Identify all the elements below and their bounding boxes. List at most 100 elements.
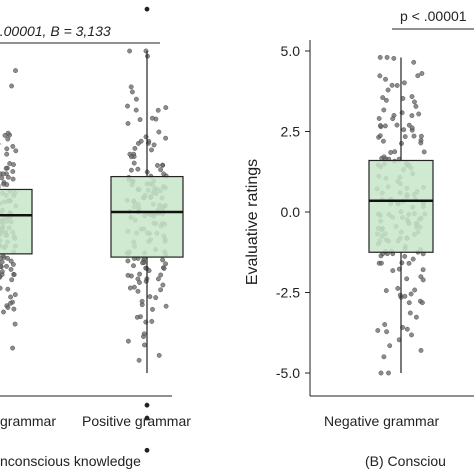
jitter-point xyxy=(125,272,131,278)
box xyxy=(0,188,33,255)
jitter-point xyxy=(4,146,10,152)
jitter-point xyxy=(410,256,416,262)
jitter-point xyxy=(139,298,145,304)
box xyxy=(110,175,184,258)
jitter-point xyxy=(383,288,389,293)
jitter-point xyxy=(382,322,388,327)
jitter-point xyxy=(160,162,166,168)
panel-b-ytick-label: -5.0 xyxy=(276,365,300,381)
panel-a-xtick-label: grammar xyxy=(0,413,56,429)
jitter-point xyxy=(131,160,137,166)
jitter-point xyxy=(155,276,161,282)
jitter-point xyxy=(419,71,425,76)
jitter-point xyxy=(0,171,6,177)
jitter-point xyxy=(412,99,417,105)
jitter-point xyxy=(0,259,5,265)
jitter-point xyxy=(12,321,18,327)
jitter-point xyxy=(151,142,157,148)
panel-b-ytick-label: -2.5 xyxy=(276,285,300,301)
jitter-point xyxy=(127,285,133,291)
jitter-point xyxy=(11,272,17,277)
jitter-point xyxy=(421,149,427,155)
jitter-point xyxy=(13,68,18,74)
jitter-point xyxy=(375,328,381,333)
jitter-point xyxy=(397,292,403,298)
jitter-point xyxy=(383,97,389,103)
jitter-point xyxy=(420,277,426,283)
panel-b: p < .00001 Evaluative ratings 5.0 2.5 0.0 -… xyxy=(244,8,474,469)
jitter-point xyxy=(129,89,135,95)
panel-b-ylabel: Evaluative ratings xyxy=(244,159,261,285)
jitter-point xyxy=(125,103,130,109)
jitter-point xyxy=(10,176,16,182)
panel-b-ytick-label: 5.0 xyxy=(281,43,301,59)
jitter-point xyxy=(12,292,18,297)
jitter-point xyxy=(418,140,424,146)
jitter-point xyxy=(418,347,424,353)
jitter-point xyxy=(0,274,3,280)
jitter-point xyxy=(418,274,424,280)
jitter-point xyxy=(8,258,14,264)
jitter-point xyxy=(155,162,160,168)
jitter-point xyxy=(402,253,408,259)
jitter-point xyxy=(161,171,167,177)
jitter-point xyxy=(4,151,10,157)
jitter-point xyxy=(380,138,386,144)
jitter-point xyxy=(153,295,159,300)
jitter-point xyxy=(406,122,412,128)
panel-b-annotation: p < .00001 xyxy=(400,8,467,24)
jitter-point xyxy=(380,95,386,101)
jitter-point xyxy=(1,309,6,315)
jitter-point xyxy=(10,143,16,149)
jitter-point xyxy=(10,345,16,351)
jitter-point xyxy=(409,125,415,131)
jitter-point xyxy=(149,147,154,153)
jitter-point xyxy=(10,169,16,174)
jitter-point xyxy=(378,370,384,376)
jitter-point xyxy=(377,73,383,79)
jitter-point xyxy=(387,343,393,349)
jitter-point xyxy=(160,257,166,263)
jitter-point xyxy=(149,115,155,121)
jitter-point xyxy=(131,263,136,269)
jitter-point xyxy=(137,117,143,123)
jitter-point xyxy=(158,287,164,293)
panel-b-boxes xyxy=(368,57,434,373)
jitter-point xyxy=(156,352,162,358)
jitter-point xyxy=(163,303,169,309)
jitter-point xyxy=(408,291,414,297)
jitter-point xyxy=(142,342,147,348)
jitter-point xyxy=(386,370,391,376)
jitter-point xyxy=(395,285,401,291)
jitter-point xyxy=(401,80,407,86)
jitter-point xyxy=(401,127,407,133)
jitter-point xyxy=(163,105,169,111)
jitter-point xyxy=(382,123,388,129)
jitter-point xyxy=(389,82,395,88)
panel-a-annotation: p = .00001, B = 3,133 xyxy=(0,23,111,39)
jitter-point xyxy=(131,154,137,160)
jitter-point xyxy=(388,150,394,155)
jitter-point xyxy=(133,107,139,113)
jitter-point xyxy=(138,138,144,144)
jitter-point xyxy=(158,167,164,173)
jitter-point xyxy=(384,55,390,60)
jitter-point xyxy=(128,84,134,90)
jitter-point xyxy=(10,261,16,267)
jitter-point xyxy=(419,300,425,306)
jitter-point xyxy=(140,260,145,266)
jitter-point xyxy=(163,261,169,267)
jitter-point xyxy=(406,260,412,266)
outlier-point xyxy=(144,402,150,408)
jitter-point xyxy=(409,94,415,100)
jitter-point xyxy=(141,334,146,339)
jitter-point xyxy=(9,277,15,283)
jitter-point xyxy=(8,266,14,272)
jitter-point xyxy=(420,267,426,273)
panel-a: p = .00001, B = 3,133 grammar Positive g… xyxy=(0,6,191,469)
panel-b-caption: (B) Consciou xyxy=(365,453,446,469)
jitter-point xyxy=(418,133,424,139)
jitter-point xyxy=(0,269,5,274)
jitter-point xyxy=(147,294,153,299)
jitter-point xyxy=(390,268,396,273)
